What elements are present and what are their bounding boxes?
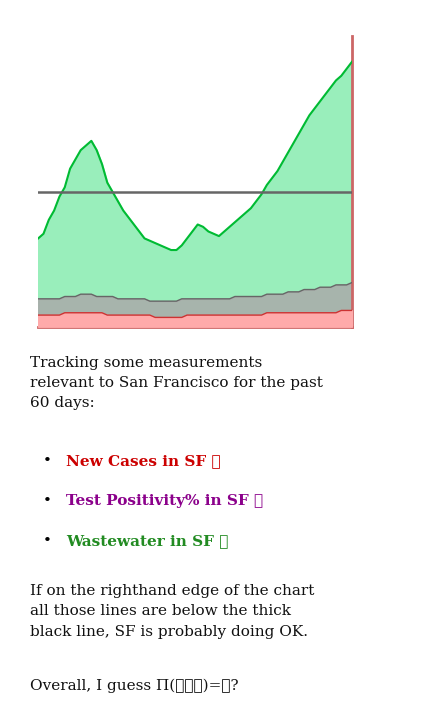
Text: •: • <box>42 454 51 468</box>
Text: Tracking some measurements
relevant to San Francisco for the past
60 days:: Tracking some measurements relevant to S… <box>30 356 323 410</box>
Text: Wastewater in SF 😟: Wastewater in SF 😟 <box>66 534 228 548</box>
Text: If on the righthand edge of the chart
all those lines are below the thick
black : If on the righthand edge of the chart al… <box>30 584 314 639</box>
Text: New Cases in SF 😊: New Cases in SF 😊 <box>66 454 220 468</box>
Text: •: • <box>42 534 51 548</box>
Text: •: • <box>42 494 51 508</box>
Text: Test Positivity% in SF 😊: Test Positivity% in SF 😊 <box>66 494 263 508</box>
Text: Overall, I guess Π(😊😊😟)=😊?: Overall, I guess Π(😊😊😟)=😊? <box>30 679 238 693</box>
